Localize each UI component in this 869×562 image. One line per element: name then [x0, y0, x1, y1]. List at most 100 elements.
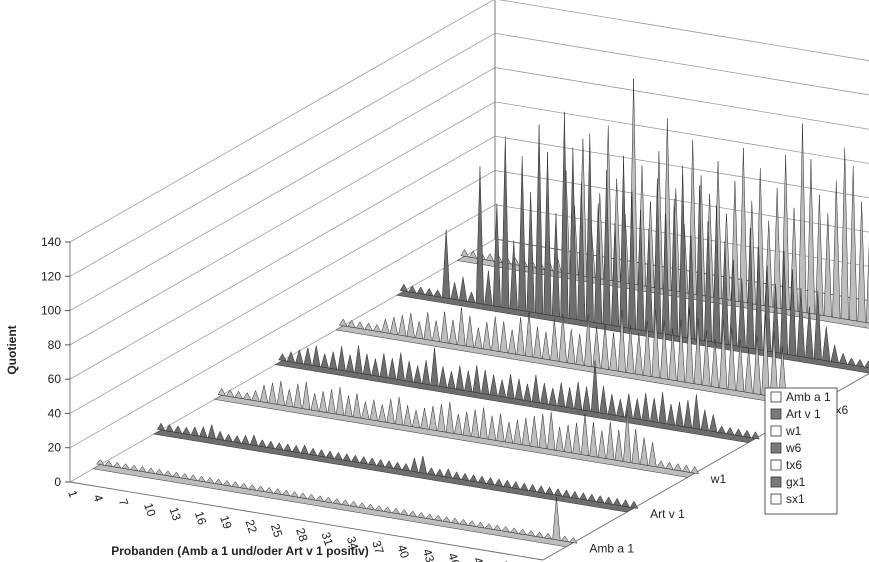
series-base	[213, 394, 696, 478]
data-peak	[644, 228, 653, 333]
data-peak	[753, 335, 762, 395]
legend-label: sx1	[786, 492, 805, 506]
data-peak	[739, 148, 748, 304]
data-peak	[823, 213, 832, 318]
data-peak	[485, 253, 495, 262]
data-peak	[374, 505, 384, 512]
data-peak	[702, 330, 711, 387]
data-peak	[798, 123, 807, 313]
data-peak	[405, 360, 414, 383]
data-peak	[600, 324, 610, 370]
data-peak	[627, 191, 637, 330]
data-peak	[754, 246, 763, 351]
data-peak	[383, 506, 392, 513]
data-peak	[418, 455, 428, 475]
data-peak	[562, 489, 571, 498]
data-peak	[455, 365, 464, 391]
data-peak	[482, 322, 491, 351]
data-peak	[450, 282, 459, 301]
data-peak	[399, 283, 409, 293]
data-peak	[866, 242, 869, 324]
data-peak	[673, 463, 683, 472]
y-tick-label: 100	[41, 304, 61, 318]
x-tick-label: 13	[167, 505, 185, 522]
data-peak	[619, 155, 628, 329]
data-peak	[621, 499, 630, 508]
legend-label: tx6	[786, 458, 802, 472]
data-peak	[205, 477, 215, 484]
data-peak	[396, 352, 405, 381]
data-peak	[565, 387, 574, 409]
x-tick-label: 40	[395, 543, 413, 560]
data-peak	[832, 180, 841, 319]
data-peak	[408, 285, 417, 294]
x-tick-label: 22	[243, 518, 261, 535]
data-peak	[491, 316, 500, 352]
data-peak	[425, 287, 434, 297]
x-tick-label: 4	[90, 493, 105, 504]
data-peak	[302, 381, 311, 411]
data-peak	[376, 458, 385, 468]
data-peak	[678, 165, 687, 338]
data-peak	[506, 374, 515, 400]
data-peak	[155, 468, 164, 476]
data-peak	[744, 348, 753, 394]
data-peak	[371, 358, 380, 377]
data-peak	[536, 485, 546, 494]
data-peak	[661, 214, 670, 336]
data-peak	[422, 360, 431, 386]
data-peak	[602, 170, 611, 326]
data-peak	[258, 439, 267, 448]
data-peak	[670, 198, 679, 337]
legend-swatch	[770, 493, 782, 505]
data-peak	[435, 468, 445, 477]
data-peak	[535, 124, 544, 315]
data-peak	[709, 414, 718, 433]
data-peak	[594, 203, 603, 325]
data-peak	[742, 429, 752, 439]
data-peak	[448, 319, 458, 345]
y-axis-title: Quotient	[5, 325, 19, 374]
data-peak	[231, 481, 240, 488]
data-peak	[700, 409, 709, 432]
data-peak	[190, 426, 200, 437]
data-peak	[403, 405, 412, 427]
y-tick-label: 120	[41, 269, 61, 283]
data-peak	[273, 488, 283, 495]
data-peak	[388, 357, 397, 380]
data-peak	[104, 460, 114, 468]
data-peak	[496, 413, 505, 443]
x-tick-label: 34	[344, 535, 362, 552]
legend-label: gx1	[786, 475, 806, 489]
data-peak	[352, 393, 362, 419]
data-peak	[156, 422, 166, 431]
data-peak	[727, 328, 736, 391]
data-peak	[734, 428, 743, 437]
data-peak	[165, 423, 174, 433]
data-peak	[582, 386, 591, 412]
data-peak	[508, 329, 517, 355]
data-peak	[303, 347, 312, 366]
legend-swatch	[770, 425, 782, 437]
data-peak	[276, 380, 286, 406]
data-peak	[492, 203, 501, 308]
data-peak	[720, 241, 729, 345]
data-peak	[712, 205, 721, 344]
data-peak	[557, 382, 566, 408]
legend: Amb a 1 Art v 1 w1 w6 tx6 gx1 sx1	[764, 387, 838, 515]
data-peak	[703, 221, 713, 343]
data-peak	[317, 449, 326, 458]
data-peak	[543, 532, 553, 540]
data-peak	[840, 147, 849, 320]
data-peak	[327, 389, 336, 415]
data-peak	[574, 381, 583, 411]
data-peak	[493, 524, 502, 532]
data-peak	[788, 269, 797, 357]
data-peak	[847, 357, 856, 366]
data-peak	[256, 485, 266, 493]
data-peak	[472, 365, 481, 394]
data-peak	[354, 345, 363, 374]
data-peak	[471, 409, 480, 438]
data-peak	[467, 291, 476, 304]
data-peak	[665, 461, 674, 470]
